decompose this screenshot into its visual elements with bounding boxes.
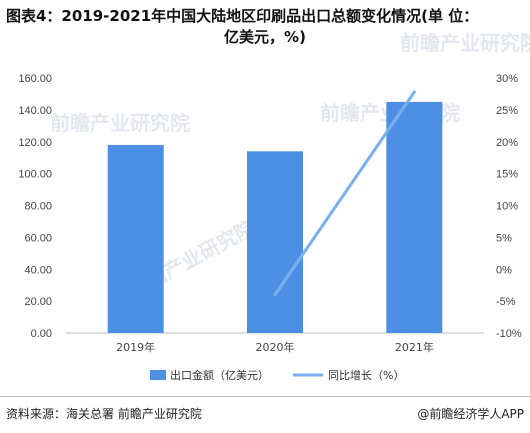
source-note: 资料来源：海关总署 前瞻产业研究院 [6, 407, 202, 421]
chart-canvas: 前瞻产业研究院前瞻产业研究院前瞻产业研究院前瞻产业研究院 0.0020.0040… [18, 31, 530, 382]
y-left-tick-label: 120.00 [18, 137, 52, 149]
y-left-tick-label: 40.00 [24, 264, 52, 276]
y-left-tick-label: 0.00 [31, 328, 52, 340]
legend: 出口金额（亿美元） 同比增长（%） [150, 368, 404, 382]
marks-layer [107, 90, 443, 333]
line-yoy-growth [273, 90, 416, 297]
legend-line-label: 同比增长（%） [328, 368, 404, 382]
y-right-tick-label: 0% [496, 264, 512, 276]
y-left-tick-label: 100.00 [18, 169, 52, 181]
y-left-tick-label: 140.00 [18, 105, 52, 117]
x-tick-label: 2021年 [395, 340, 434, 354]
x-tick-label: 2019年 [116, 340, 155, 354]
y-right-tick-label: 5% [496, 232, 512, 244]
chart-title-line1: 图表4：2019-2021年中国大陆地区印刷品出口总额变化情况(单 位： [6, 7, 479, 25]
y-right-tick-label: 15% [496, 169, 518, 181]
y-right-tick-label: 20% [496, 137, 518, 149]
chart-title: 图表4：2019-2021年中国大陆地区印刷品出口总额变化情况(单 位： 亿美元… [6, 6, 524, 48]
y-right-tick-label: 25% [496, 105, 518, 117]
y-left-tick-label: 20.00 [24, 296, 52, 308]
y-left-tick-label: 80.00 [24, 201, 52, 213]
bar-export-value [107, 144, 164, 333]
axes-layer: 0.00 20.00 40.00 60.00 80.00 100.00 120.00 140.… [18, 73, 522, 354]
legend-bar-label: 出口金额（亿美元） [170, 368, 269, 382]
bar-export-value [386, 101, 443, 333]
y-left-tick-label: 60.00 [24, 232, 52, 244]
watermark-text: 前瞻产业研究院 [50, 111, 190, 135]
y-right-tick-label: -10% [496, 328, 522, 340]
chart-title-line2: 亿美元，%) [224, 28, 306, 46]
y-right-tick-label: -5% [496, 296, 516, 308]
y-right-tick-label: 30% [496, 73, 518, 85]
footer: 资料来源：海关总署 前瞻产业研究院 @前瞻经济学人APP [0, 396, 530, 433]
y-right-tick-label: 10% [496, 201, 518, 213]
legend-bar-swatch [150, 370, 166, 380]
watermark-text: 前瞻产业研究院 [400, 31, 530, 55]
bar-export-value [247, 151, 303, 333]
y-left-tick-label: 160.00 [18, 73, 52, 85]
brand-credit: @前瞻经济学人APP [417, 407, 524, 421]
x-tick-label: 2020年 [256, 340, 295, 354]
